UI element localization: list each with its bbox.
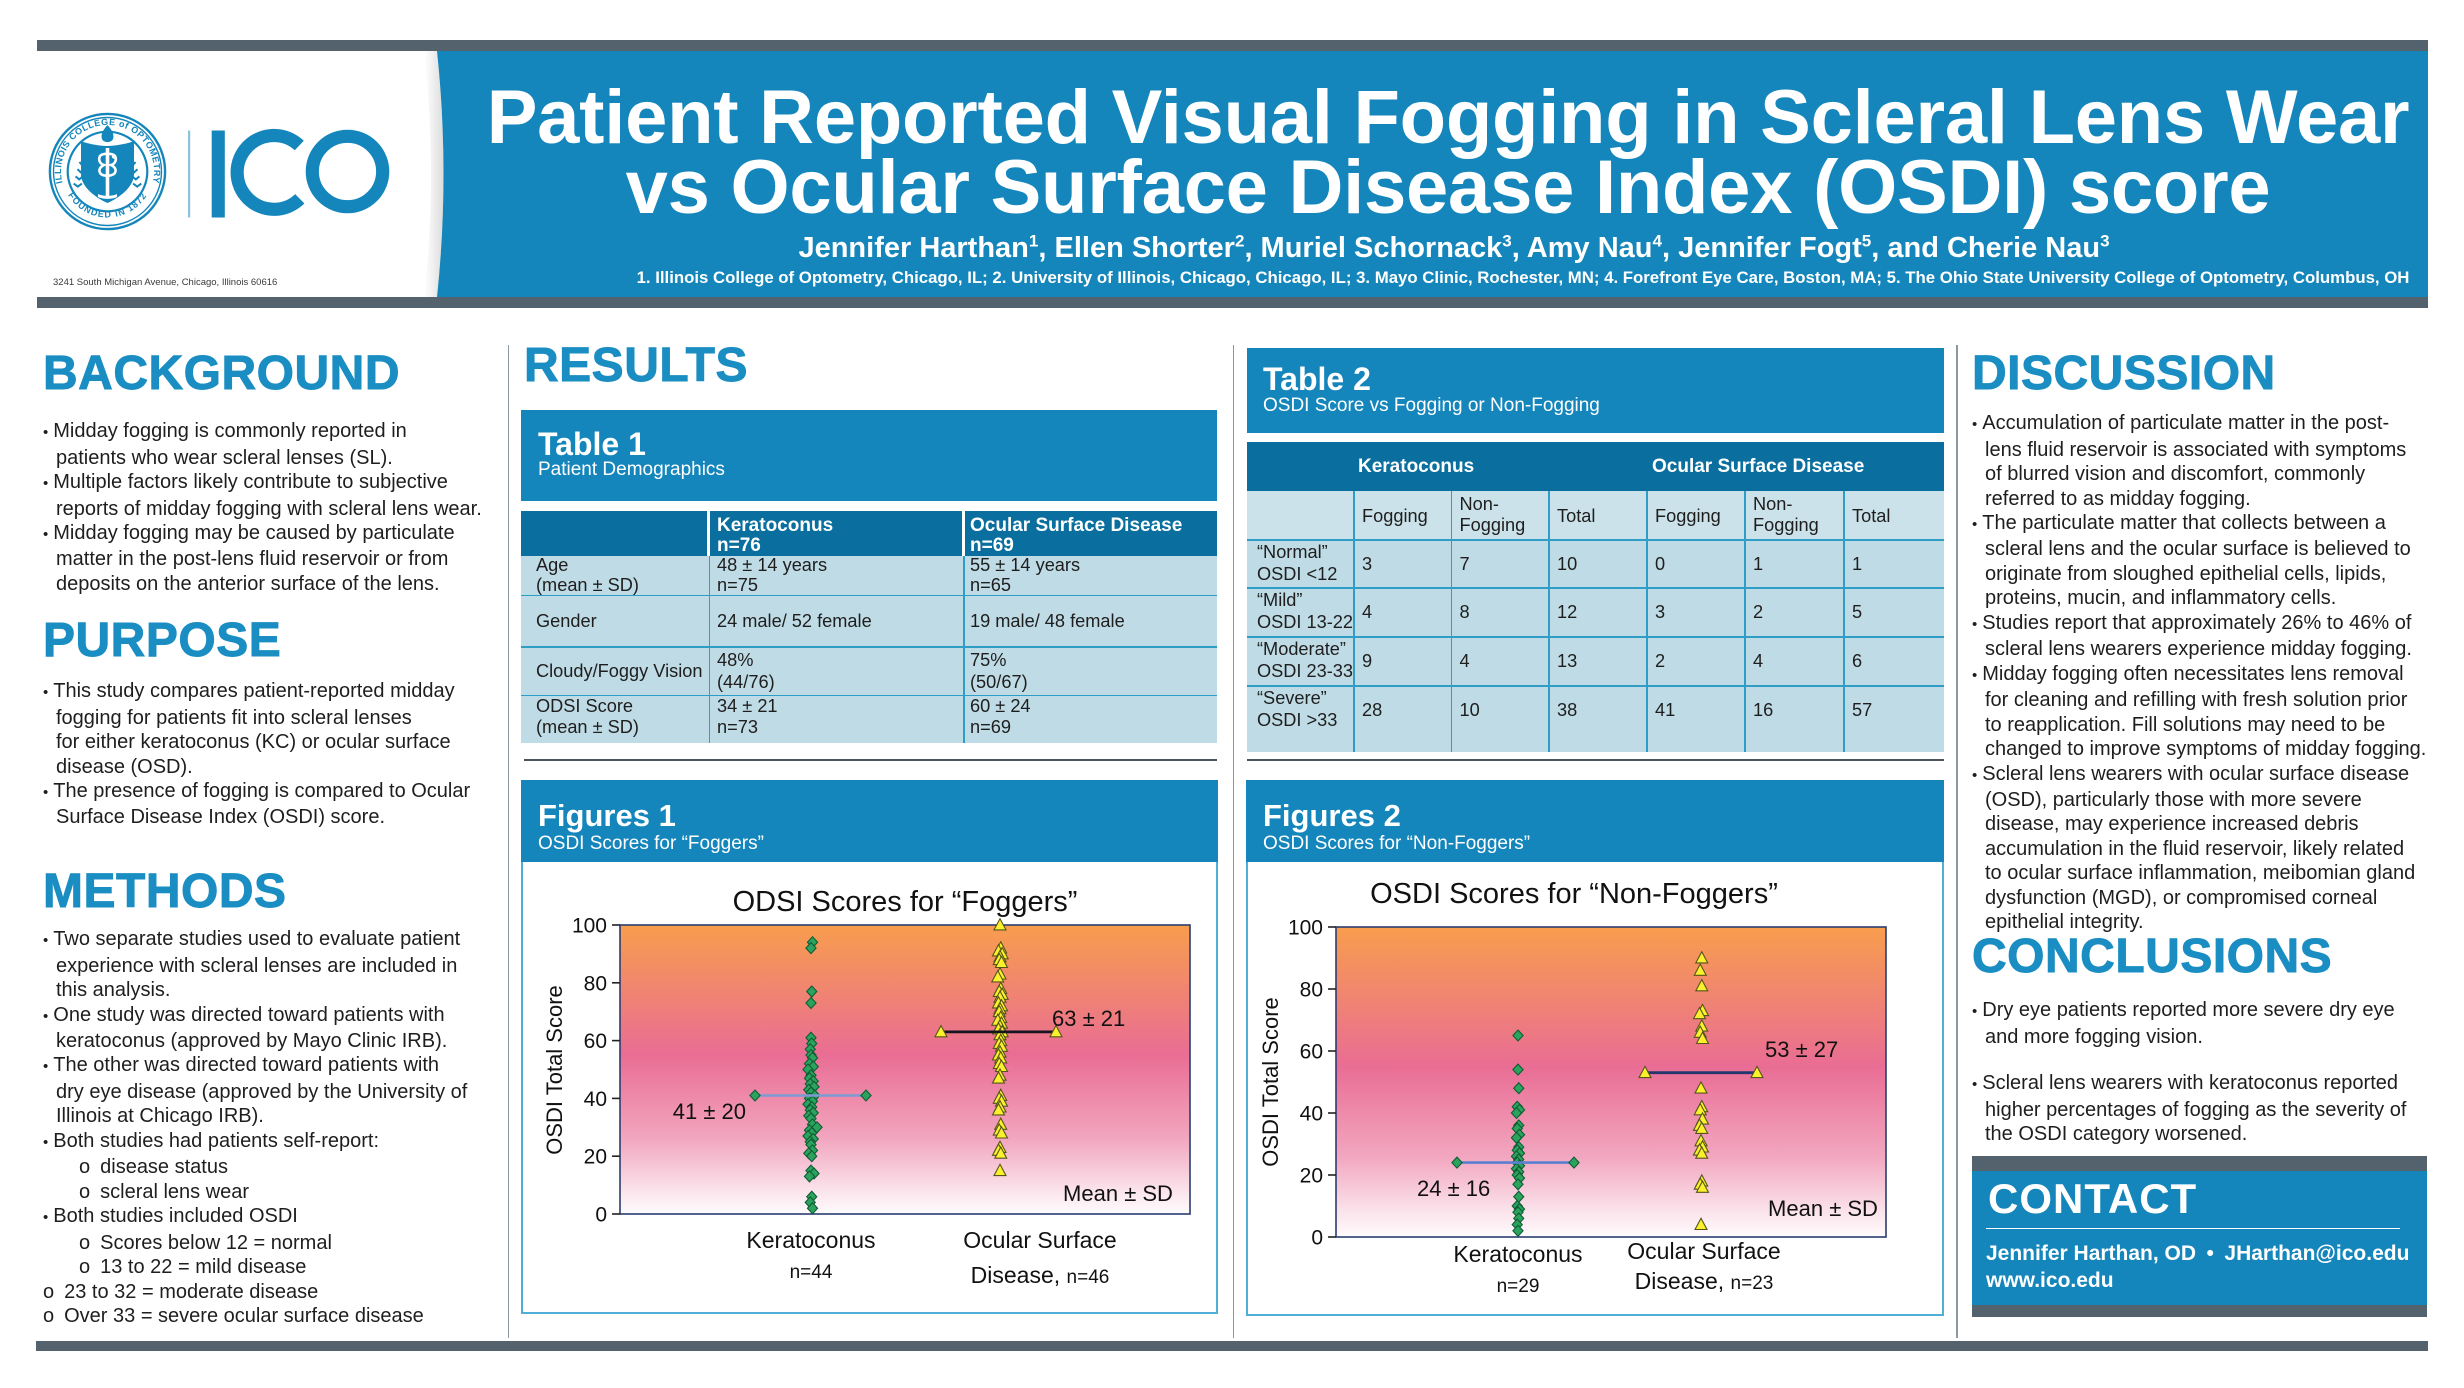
svg-text:Mean ± SD: Mean ± SD — [1063, 1181, 1173, 1206]
svg-text:Keratoconus: Keratoconus — [1453, 1241, 1582, 1267]
svg-text:Mean ± SD: Mean ± SD — [1768, 1196, 1878, 1221]
svg-text:ODSI Scores for “Foggers”: ODSI Scores for “Foggers” — [733, 886, 1078, 918]
svg-text:60: 60 — [1300, 1041, 1323, 1064]
svg-text:20: 20 — [1300, 1165, 1323, 1188]
svg-text:Disease, n=23: Disease, n=23 — [1635, 1268, 1774, 1294]
svg-text:60: 60 — [584, 1030, 607, 1053]
svg-text:100: 100 — [572, 915, 607, 938]
svg-text:80: 80 — [584, 972, 607, 995]
svg-text:0: 0 — [595, 1204, 607, 1227]
svg-text:n=44: n=44 — [790, 1262, 833, 1283]
svg-text:41 ± 20: 41 ± 20 — [673, 1099, 746, 1124]
svg-text:100: 100 — [1288, 917, 1323, 940]
svg-text:n=29: n=29 — [1497, 1276, 1540, 1297]
svg-text:Keratoconus: Keratoconus — [746, 1227, 875, 1253]
svg-text:53 ± 27: 53 ± 27 — [1765, 1037, 1838, 1062]
svg-text:40: 40 — [1300, 1103, 1323, 1126]
svg-text:OSDI Scores for “Non-Foggers”: OSDI Scores for “Non-Foggers” — [1370, 878, 1778, 910]
svg-text:80: 80 — [1300, 979, 1323, 1002]
svg-text:OSDI Total Score: OSDI Total Score — [1258, 997, 1283, 1167]
svg-text:24 ± 16: 24 ± 16 — [1417, 1176, 1490, 1201]
svg-text:40: 40 — [584, 1088, 607, 1111]
svg-text:OSDI Total Score: OSDI Total Score — [542, 985, 567, 1155]
svg-text:Ocular Surface: Ocular Surface — [963, 1227, 1116, 1253]
svg-text:Ocular Surface: Ocular Surface — [1627, 1238, 1780, 1264]
svg-text:Disease, n=46: Disease, n=46 — [971, 1262, 1110, 1288]
svg-text:0: 0 — [1311, 1227, 1323, 1250]
svg-text:63 ± 21: 63 ± 21 — [1052, 1006, 1125, 1031]
svg-text:20: 20 — [584, 1146, 607, 1169]
